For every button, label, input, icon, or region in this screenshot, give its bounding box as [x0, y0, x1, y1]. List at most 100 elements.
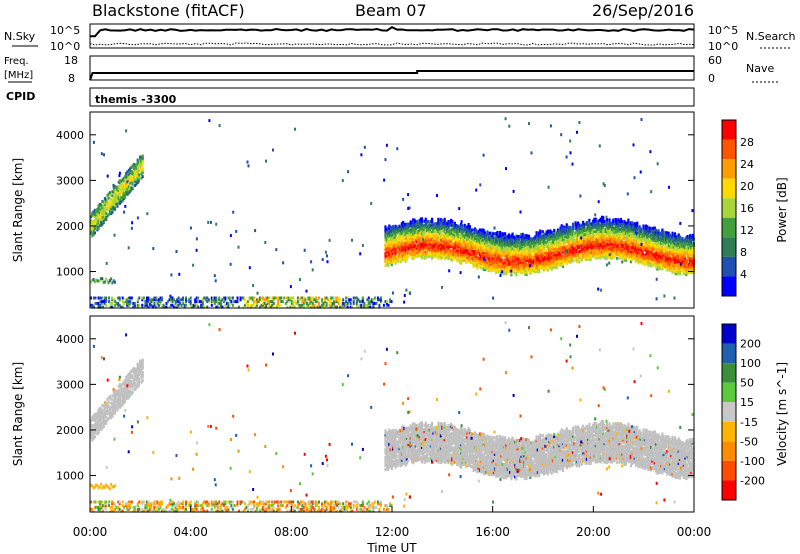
- scatter-cell: [644, 238, 648, 242]
- scatter-cell: [681, 249, 684, 253]
- scatter-cell: [461, 248, 464, 252]
- scatter-cell: [632, 246, 635, 250]
- scatter-cell: [478, 255, 481, 259]
- scatter-cell: [525, 250, 528, 254]
- scatter-cell: [571, 251, 575, 255]
- scatter-cell: [438, 248, 441, 252]
- scatter-cell: [357, 298, 360, 302]
- scatter-cell: [519, 247, 522, 251]
- scatter-cell: [672, 261, 675, 265]
- scatter-cell: [504, 262, 507, 266]
- scatter-cell: [585, 257, 588, 261]
- scatter-cell: [298, 278, 301, 282]
- scatter-cell: [599, 240, 602, 244]
- scatter-cell: [614, 250, 617, 254]
- scatter-cell: [388, 245, 391, 248]
- scatter-cell: [544, 236, 547, 240]
- scatter-cell: [472, 240, 475, 244]
- scatter-cell: [595, 246, 599, 250]
- scatter-cell: [524, 244, 527, 248]
- scatter-cell: [200, 303, 203, 307]
- scatter-cell: [604, 228, 607, 231]
- scatter-cell: [404, 237, 407, 240]
- scatter-cell: [683, 260, 687, 264]
- scatter-cell: [603, 219, 606, 223]
- scatter-cell: [570, 247, 573, 251]
- scatter-cell: [559, 238, 562, 242]
- scatter-cell: [95, 278, 97, 282]
- scatter-cell: [428, 248, 431, 252]
- scatter-cell: [593, 223, 596, 227]
- scatter-cell: [672, 263, 675, 267]
- scatter-cell: [687, 248, 690, 252]
- scatter-cell: [404, 259, 407, 263]
- scatter-cell: [516, 253, 519, 257]
- scatter-cell: [683, 254, 687, 258]
- scatter-cell: [100, 152, 103, 156]
- scatter-cell: [585, 231, 588, 235]
- scatter-cell: [602, 226, 605, 230]
- scatter-cell: [410, 229, 414, 233]
- scatter-cell: [116, 194, 119, 198]
- scatter-cell: [480, 245, 483, 249]
- scatter-cell: [595, 240, 599, 244]
- scatter-cell: [389, 237, 392, 241]
- scatter-cell: [662, 238, 665, 242]
- scatter-cell: [496, 255, 499, 259]
- scatter-cell: [414, 255, 417, 258]
- scatter-cell: [526, 259, 529, 263]
- scatter-cell: [605, 244, 609, 248]
- scatter-cell: [490, 250, 493, 254]
- scatter-cell: [399, 250, 402, 253]
- scatter-cell: [105, 201, 108, 205]
- scatter-cell: [96, 226, 99, 230]
- scatter-cell: [640, 242, 643, 246]
- scatter-cell: [392, 249, 395, 253]
- scatter-cell: [373, 301, 376, 305]
- scatter-cell: [670, 252, 673, 256]
- scatter-cell: [116, 186, 119, 190]
- scatter-cell: [661, 234, 664, 238]
- scatter-cell: [655, 259, 658, 263]
- scatter-cell: [632, 225, 635, 229]
- scatter-cell: [487, 232, 490, 236]
- scatter-cell: [650, 242, 653, 245]
- scatter-cell: [451, 228, 454, 231]
- scatter-cell: [633, 250, 636, 254]
- scatter-cell: [544, 263, 547, 267]
- scatter-cell: [470, 238, 473, 242]
- scatter-cell: [661, 255, 664, 259]
- scatter-cell: [418, 231, 421, 235]
- scatter-cell: [510, 267, 513, 271]
- scatter-cell: [605, 220, 609, 223]
- scatter-cell: [278, 296, 281, 300]
- scatter-cell: [683, 269, 687, 272]
- scatter-cell: [651, 245, 654, 249]
- scatter-cell: [546, 229, 549, 233]
- scatter-cell: [690, 258, 693, 262]
- scatter-cell: [565, 245, 568, 249]
- scatter-cell: [689, 264, 692, 268]
- scatter-cell: [673, 263, 677, 267]
- scatter-cell: [641, 247, 644, 251]
- scatter-cell: [391, 291, 394, 295]
- scatter-cell: [568, 257, 571, 261]
- scatter-cell: [247, 303, 249, 307]
- scatter-cell: [404, 239, 407, 243]
- scatter-cell: [599, 246, 602, 250]
- scatter-cell: [607, 249, 610, 253]
- scatter-cell: [569, 234, 572, 238]
- scatter-cell: [101, 208, 104, 212]
- scatter-cell: [422, 230, 425, 234]
- scatter-cell: [569, 240, 572, 244]
- scatter-cell: [658, 244, 661, 248]
- scatter-cell: [519, 210, 522, 214]
- scatter-cell: [564, 235, 567, 239]
- scatter-cell: [97, 301, 100, 305]
- scatter-cell: [423, 250, 426, 254]
- scatter-cell: [691, 252, 694, 256]
- scatter-cell: [676, 246, 679, 250]
- scatter-cell: [135, 170, 138, 174]
- scatter-cell: [580, 236, 583, 240]
